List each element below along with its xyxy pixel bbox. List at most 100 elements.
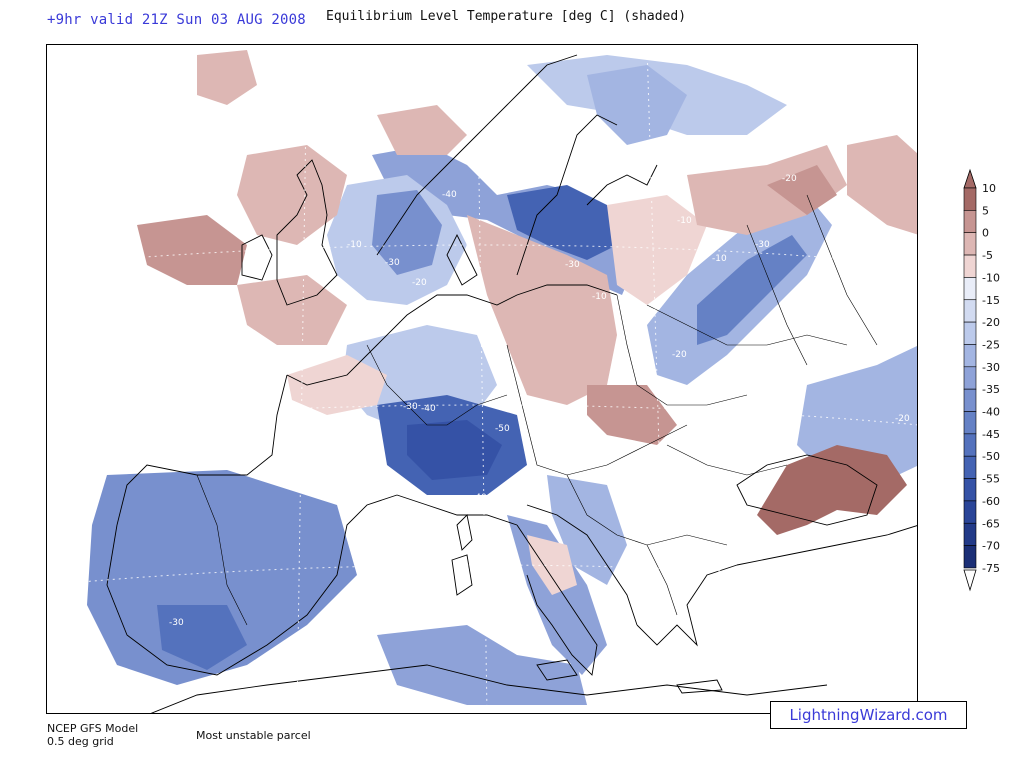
map-panel: -10 -30 -20 -40 -10 -30 -10 -20 -10 -30 … xyxy=(46,44,918,714)
region-biscay-warm xyxy=(237,275,347,345)
contour-label: -20 xyxy=(895,414,910,424)
region-russia-cool-core xyxy=(697,235,807,345)
region-uk-warm xyxy=(237,145,347,245)
region-iberia-cool xyxy=(87,470,357,685)
legend-swatch xyxy=(963,522,977,546)
region-turkey-warm-dark xyxy=(757,445,907,535)
legend-label: -35 xyxy=(982,383,1000,396)
contour-label: -30 xyxy=(169,618,184,628)
legend-swatch xyxy=(963,478,977,502)
legend-swatches xyxy=(963,187,977,569)
legend-label: -75 xyxy=(982,562,1000,575)
legend-swatch xyxy=(963,277,977,301)
color-legend: 10 5 0 -5 -10 -15 -20 -25 -30 -35 -40 -45 -50 -55 -60 -… xyxy=(958,168,1018,598)
legend-swatch xyxy=(963,299,977,323)
coast-turkey xyxy=(736,525,917,566)
legend-label: -45 xyxy=(982,428,1000,441)
legend-swatch xyxy=(963,210,977,233)
contour-label: -30 xyxy=(385,258,400,268)
legend-label: -10 xyxy=(982,271,1000,284)
brand-link[interactable]: LightningWizard.com xyxy=(770,701,967,729)
legend-swatch xyxy=(963,321,977,345)
region-poland-warm xyxy=(607,195,707,305)
contour-label: -40 xyxy=(421,404,436,414)
coast-biscay xyxy=(116,374,288,526)
contour-label: -10 xyxy=(677,216,692,226)
coast-greece xyxy=(636,564,738,647)
region-arctic-warm xyxy=(197,50,257,105)
legend-label: -70 xyxy=(982,540,1000,553)
coast-adriatic xyxy=(526,504,638,626)
coast-black-sea xyxy=(736,454,878,526)
coast-italy xyxy=(516,524,598,676)
coastlines xyxy=(106,54,917,713)
legend-swatch xyxy=(963,366,977,390)
legend-label: -20 xyxy=(982,316,1000,329)
legend-bottom-arrow xyxy=(963,569,977,592)
legend-swatch xyxy=(963,388,977,412)
region-iberia-deep xyxy=(157,605,247,670)
legend-svg: 10 5 0 -5 -10 -15 -20 -25 -30 -35 -40 -45 -50 -55 -60 -… xyxy=(963,168,1000,592)
contour-labels: -10 -30 -20 -40 -10 -30 -10 -20 -10 -30 … xyxy=(169,174,910,628)
contour-label: -30 xyxy=(755,240,770,250)
region-east-warm-dark xyxy=(767,165,837,215)
legend-label: -50 xyxy=(982,450,1000,463)
region-italy-warm xyxy=(527,535,577,595)
legend-label: 10 xyxy=(982,182,996,195)
contour-label: -20 xyxy=(412,278,427,288)
warm-shading xyxy=(137,50,917,595)
coast-continent-west xyxy=(286,284,618,386)
valid-time-label: +9hr valid 21Z Sun 03 AUG 2008 xyxy=(47,12,306,28)
coast-denmark xyxy=(446,233,478,286)
coast-sweden-baltic xyxy=(516,114,618,276)
graticule xyxy=(47,45,917,713)
legend-swatch xyxy=(963,545,977,569)
region-baltic-deep xyxy=(507,185,617,260)
region-norway-warm xyxy=(377,105,467,155)
contour-label: -40 xyxy=(472,493,487,503)
coast-sardinia xyxy=(451,554,473,596)
region-caspian-warm xyxy=(847,135,917,235)
legend-swatch xyxy=(963,187,977,211)
contour-label: -20 xyxy=(782,174,797,184)
region-balkan-cool xyxy=(547,475,627,585)
contour-label: -10 xyxy=(347,240,362,250)
coast-finland xyxy=(586,164,658,206)
legend-label: -60 xyxy=(982,495,1000,508)
coast-sicily xyxy=(536,659,578,681)
legend-label: -5 xyxy=(982,249,993,262)
region-alps-core xyxy=(407,420,502,480)
contour-label: -40 xyxy=(442,190,457,200)
region-atlantic-warm xyxy=(137,215,247,285)
legend-label: -30 xyxy=(982,361,1000,374)
legend-swatch xyxy=(963,232,977,256)
region-east-cool xyxy=(587,65,687,145)
contour-label: -30 xyxy=(565,260,580,270)
coast-iberia-south xyxy=(106,494,398,676)
coast-uk xyxy=(276,159,338,306)
legend-swatch xyxy=(963,433,977,457)
chart-title: Equilibrium Level Temperature [deg C] (s… xyxy=(326,9,687,24)
legend-label: 5 xyxy=(982,204,989,217)
region-hungary-warm xyxy=(587,385,677,445)
region-uk-cool-core xyxy=(372,190,442,275)
model-name: NCEP GFS Model xyxy=(47,722,139,735)
map-canvas: -10 -30 -20 -40 -10 -30 -10 -20 -10 -30 … xyxy=(47,45,917,713)
coast-corsica xyxy=(456,514,473,551)
cool-shading xyxy=(87,55,917,705)
legend-label: 0 xyxy=(982,227,989,240)
legend-label: -15 xyxy=(982,294,1000,307)
model-info: NCEP GFS Model 0.5 deg grid xyxy=(47,722,138,748)
contour-label: -10 xyxy=(592,292,607,302)
contour-label: -30 xyxy=(403,402,418,412)
legend-label: -55 xyxy=(982,473,1000,486)
legend-swatch xyxy=(963,254,977,278)
legend-swatch xyxy=(963,455,977,479)
coast-north-africa xyxy=(150,664,828,713)
legend-label: -25 xyxy=(982,338,1000,351)
contour-label: -10 xyxy=(712,254,727,264)
region-france-warm xyxy=(287,355,387,415)
contour-label: -20 xyxy=(672,350,687,360)
coast-ireland xyxy=(241,234,273,281)
region-north-africa-cool xyxy=(377,625,587,705)
